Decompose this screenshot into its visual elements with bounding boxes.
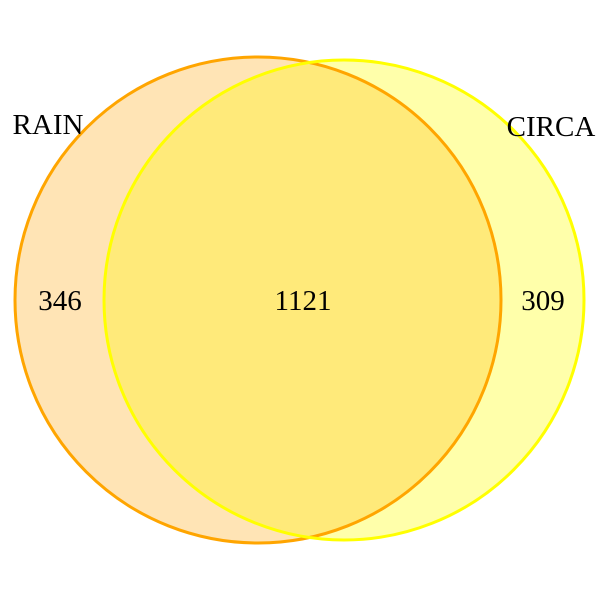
count-circa-only: 309 — [521, 285, 565, 317]
set-label-circa: CIRCA — [507, 111, 596, 143]
circa-circle-outline — [102, 58, 586, 542]
set-label-rain: RAIN — [13, 109, 84, 141]
count-rain-only: 346 — [38, 285, 82, 317]
rain-circle-outline — [13, 55, 503, 545]
intersection-region — [104, 60, 501, 540]
count-intersection: 1121 — [275, 285, 332, 317]
